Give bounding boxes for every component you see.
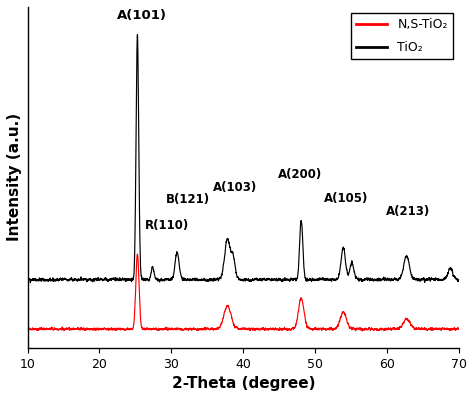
N,S-TiO₂ xyxy=(25,326,30,331)
N,S-TiO₂ xyxy=(135,252,140,256)
TiO₂ xyxy=(456,278,462,283)
N,S-TiO₂ xyxy=(422,325,428,330)
Line: N,S-TiO₂: N,S-TiO₂ xyxy=(27,254,459,331)
N,S-TiO₂ xyxy=(443,327,449,332)
Text: A(101): A(101) xyxy=(118,9,167,22)
TiO₂ xyxy=(443,275,449,280)
TiO₂ xyxy=(422,279,428,284)
N,S-TiO₂ xyxy=(359,328,365,333)
N,S-TiO₂ xyxy=(338,314,344,318)
TiO₂ xyxy=(210,279,215,283)
Text: A(105): A(105) xyxy=(324,191,368,205)
TiO₂ xyxy=(338,256,344,261)
N,S-TiO₂ xyxy=(456,326,462,331)
N,S-TiO₂ xyxy=(230,318,236,323)
Line: TiO₂: TiO₂ xyxy=(27,35,459,283)
X-axis label: 2-Theta (degree): 2-Theta (degree) xyxy=(172,376,315,391)
TiO₂ xyxy=(230,250,236,255)
N,S-TiO₂ xyxy=(210,326,215,331)
Text: A(200): A(200) xyxy=(278,168,322,181)
TiO₂ xyxy=(27,280,33,285)
TiO₂ xyxy=(206,278,212,283)
Text: B(121): B(121) xyxy=(165,193,210,206)
N,S-TiO₂ xyxy=(206,326,212,331)
Text: R(110): R(110) xyxy=(145,219,189,232)
Text: A(103): A(103) xyxy=(213,181,257,194)
TiO₂ xyxy=(135,32,140,37)
TiO₂ xyxy=(25,277,30,282)
Text: A(213): A(213) xyxy=(386,205,430,218)
Y-axis label: Intensity (a.u.): Intensity (a.u.) xyxy=(7,113,22,242)
Legend: N,S-TiO₂, TiO₂: N,S-TiO₂, TiO₂ xyxy=(351,13,453,59)
